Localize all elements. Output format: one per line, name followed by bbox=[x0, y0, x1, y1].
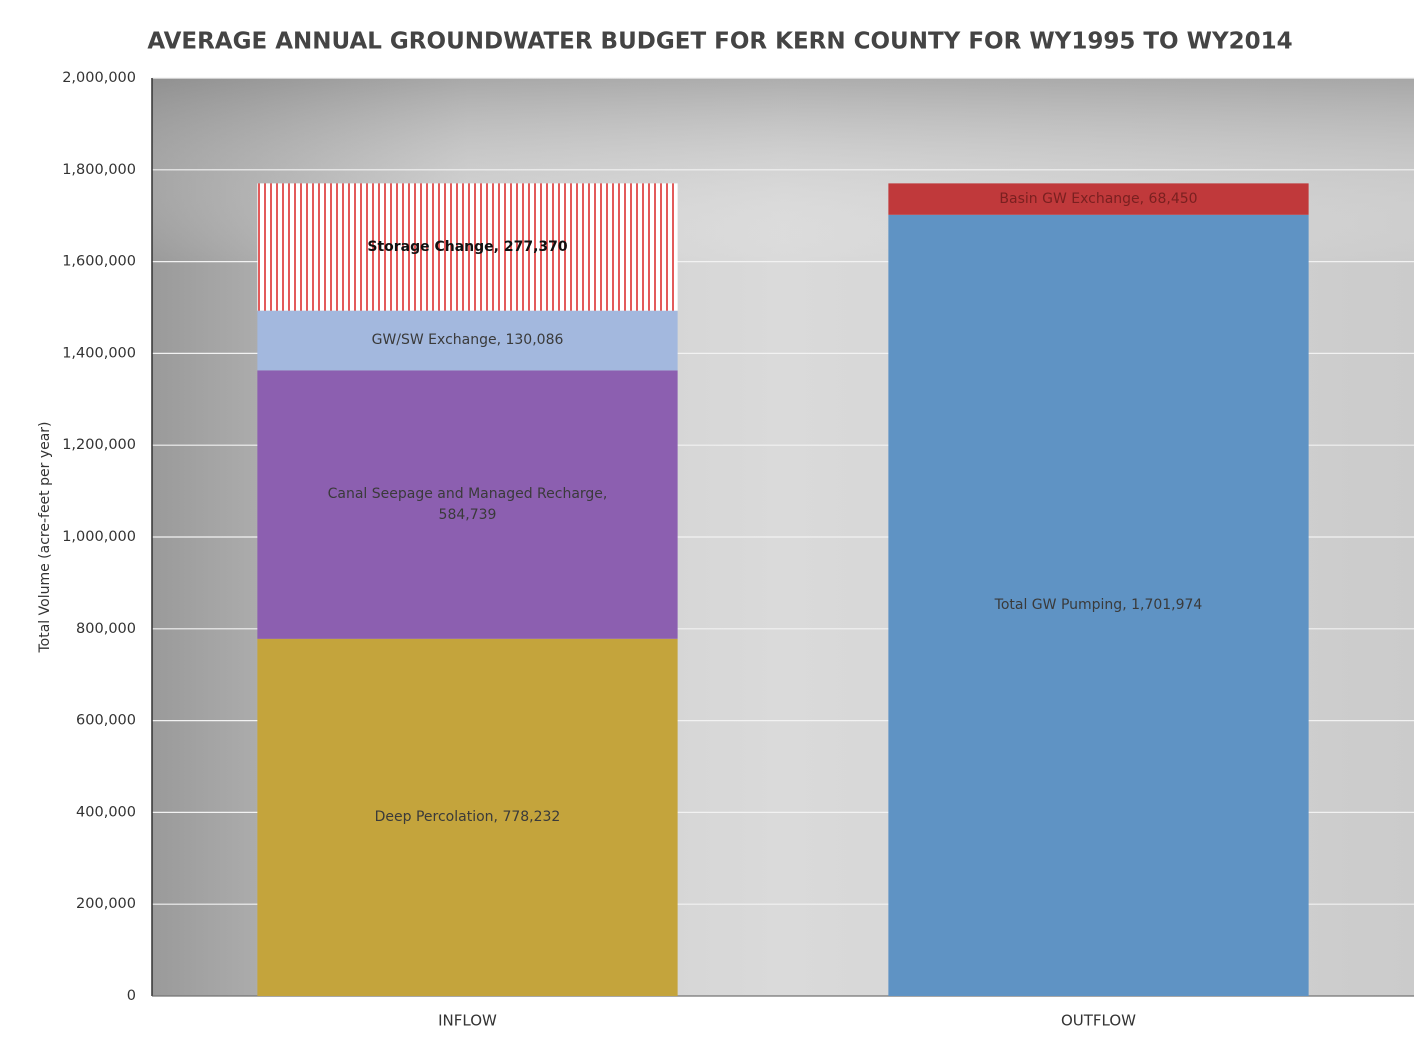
y-tick-label: 1,800,000 bbox=[62, 162, 136, 178]
data-label: Basin GW Exchange, 68,450 bbox=[999, 190, 1198, 207]
chart-title: AVERAGE ANNUAL GROUNDWATER BUDGET FOR KE… bbox=[147, 29, 1292, 55]
data-label: Total GW Pumping, 1,701,974 bbox=[994, 596, 1203, 613]
x-tick-label: INFLOW bbox=[438, 1012, 497, 1030]
y-axis-title: Total Volume (acre-feet per year) bbox=[37, 421, 53, 653]
data-label: Canal Seepage and Managed Recharge, 584,… bbox=[327, 485, 608, 523]
bar-segment bbox=[888, 183, 1309, 215]
data-label-box: Total GW Pumping, 1,701,974 bbox=[994, 596, 1203, 613]
y-tick-label: 1,400,000 bbox=[62, 345, 136, 361]
y-tick-label: 1,600,000 bbox=[62, 254, 136, 270]
data-label-box: Storage Change, 277,370 bbox=[367, 238, 568, 255]
bar-segment bbox=[257, 370, 678, 639]
data-label-box: Canal Seepage and Managed Recharge, 584,… bbox=[327, 485, 608, 523]
bar-segment bbox=[257, 183, 678, 311]
y-tick-label: 1,200,000 bbox=[62, 437, 136, 453]
data-label: Storage Change, 277,370 bbox=[367, 238, 568, 255]
bar-segment bbox=[257, 638, 678, 996]
data-label-box: GW/SW Exchange, 130,086 bbox=[371, 332, 564, 349]
y-tick-label: 200,000 bbox=[76, 896, 136, 912]
bar-segment bbox=[888, 214, 1309, 996]
bar-segment bbox=[257, 310, 678, 371]
y-tick-label: 800,000 bbox=[76, 621, 136, 637]
y-tick-label: 400,000 bbox=[76, 804, 136, 820]
data-label: GW/SW Exchange, 130,086 bbox=[371, 332, 564, 349]
y-tick-label: 2,000,000 bbox=[62, 70, 136, 86]
x-tick-label: OUTFLOW bbox=[1061, 1012, 1136, 1030]
y-tick-label: 600,000 bbox=[76, 713, 136, 729]
data-label-box: Deep Percolation, 778,232 bbox=[374, 808, 561, 825]
data-label: Deep Percolation, 778,232 bbox=[374, 808, 561, 825]
y-tick-label: 0 bbox=[127, 988, 136, 1004]
y-tick-label: 1,000,000 bbox=[62, 529, 136, 545]
data-label-box: Basin GW Exchange, 68,450 bbox=[999, 190, 1198, 207]
